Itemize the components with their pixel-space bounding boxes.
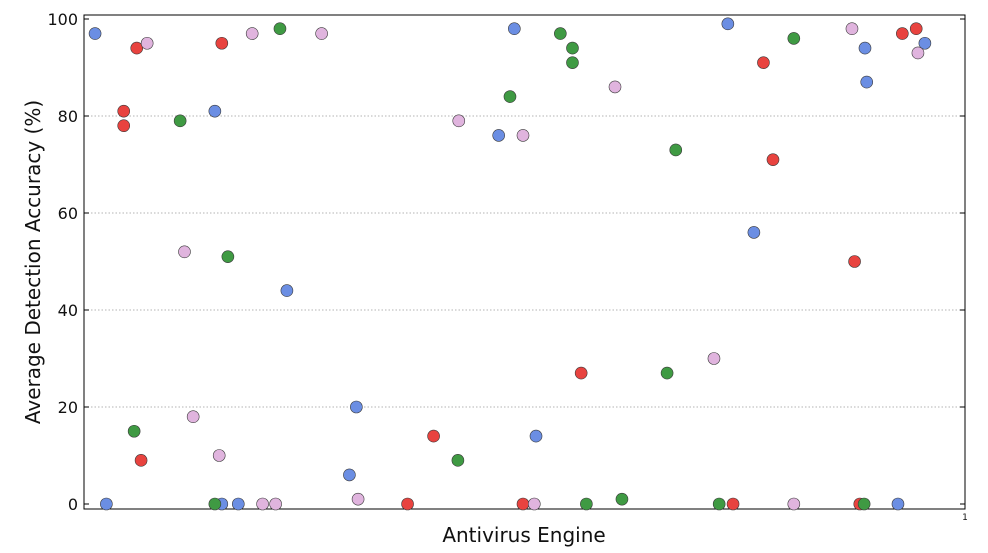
y-tick-label: 0 (68, 495, 78, 514)
data-point (747, 226, 761, 239)
data-point (554, 27, 567, 40)
data-point (215, 36, 229, 50)
data-point (721, 17, 735, 31)
data-point (315, 27, 328, 40)
data-point (608, 80, 622, 94)
data-point (757, 56, 770, 69)
data-point (269, 497, 282, 511)
data-point (857, 497, 871, 511)
data-point (350, 400, 363, 414)
data-point (401, 497, 414, 511)
data-point (343, 468, 356, 482)
data-point (909, 22, 923, 36)
x-axis-label: Antivirus Engine (442, 523, 605, 547)
y-axis-label: Average Detection Accuracy (%) (21, 100, 45, 424)
data-point (127, 424, 141, 438)
data-point (280, 284, 294, 297)
data-point (134, 454, 148, 467)
data-point (245, 27, 259, 40)
data-point (566, 56, 579, 69)
data-point (858, 41, 872, 55)
data-point (452, 114, 466, 128)
data-point (516, 497, 530, 511)
data-point (186, 410, 200, 424)
data-point (918, 36, 932, 50)
data-point (911, 46, 925, 60)
data-point (208, 497, 222, 511)
data-point (508, 22, 521, 36)
data-point (178, 245, 191, 259)
data-point (712, 497, 726, 511)
data-point (221, 250, 235, 263)
data-point (492, 129, 505, 142)
data-point (845, 22, 859, 36)
y-axis: 0 20 40 60 80 100 (47, 10, 965, 514)
data-point (503, 90, 517, 103)
data-point (527, 497, 541, 511)
data-point (669, 143, 683, 157)
data-point (516, 129, 530, 142)
data-point (231, 497, 245, 511)
data-point (580, 497, 593, 511)
data-point (140, 36, 154, 50)
data-point (566, 41, 579, 55)
data-point (896, 27, 909, 40)
data-point (351, 492, 365, 506)
data-point (451, 454, 465, 467)
y-tick-label: 100 (47, 10, 78, 29)
y-tick-label: 40 (58, 301, 78, 320)
plot-frame (83, 14, 966, 510)
data-point (660, 366, 674, 380)
x-end-tick-label: 1 (962, 513, 968, 523)
data-point (88, 27, 102, 40)
y-tick-label: 80 (58, 107, 78, 126)
data-point (117, 104, 131, 118)
y-tick-label: 20 (58, 398, 78, 417)
data-point (766, 153, 780, 166)
data-point (726, 497, 740, 511)
data-point (208, 104, 222, 118)
data-point (100, 497, 113, 511)
data-point (212, 449, 226, 462)
data-point (130, 41, 144, 55)
data-point (787, 497, 801, 511)
data-point (615, 492, 629, 506)
data-point (273, 22, 287, 36)
data-point (848, 255, 861, 268)
data-point (787, 32, 801, 45)
data-point (256, 497, 269, 511)
data-point (117, 119, 131, 132)
data-point (529, 429, 543, 443)
data-point (860, 75, 874, 89)
data-point (707, 352, 721, 365)
data-point (173, 114, 187, 128)
data-point (891, 497, 905, 511)
y-tick-label: 60 (58, 204, 78, 223)
data-point (574, 366, 588, 380)
data-points (88, 17, 932, 511)
data-point (427, 429, 440, 443)
gridlines (84, 115, 965, 408)
